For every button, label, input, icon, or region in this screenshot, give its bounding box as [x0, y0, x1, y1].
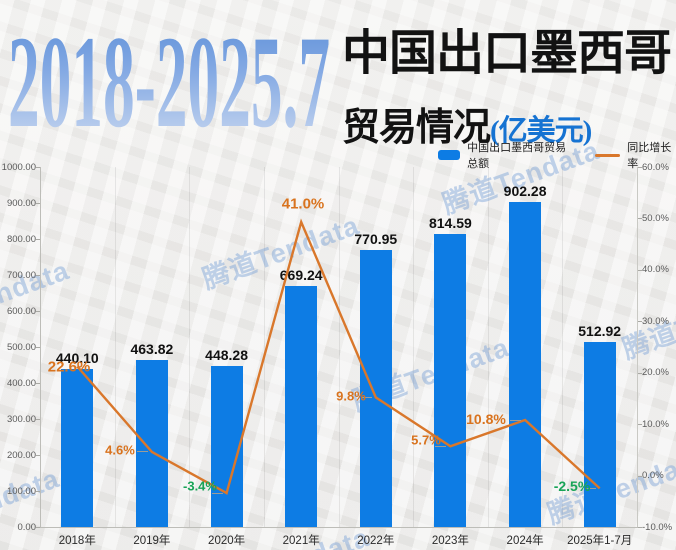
- y-axis-label-left: 600.00: [6, 305, 36, 317]
- y-axis-label-right: 60.0%: [642, 161, 669, 173]
- y-tick-left: [36, 383, 40, 384]
- y-tick-left: [36, 419, 40, 420]
- growth-label: -3.4%: [183, 478, 217, 494]
- bar: [135, 360, 168, 527]
- y-tick-right: [638, 269, 642, 271]
- y-axis-label-left: 500.00: [6, 341, 36, 353]
- bar: [285, 286, 318, 527]
- legend-line-swatch-icon[interactable]: [595, 153, 621, 157]
- y-tick-left: [36, 527, 40, 528]
- y-axis-label-left: 900.00: [6, 197, 36, 209]
- bar-value-label: 770.95: [354, 230, 398, 247]
- x-axis-label: 2023年: [431, 535, 469, 547]
- growth-label: 4.6%: [105, 442, 135, 458]
- watermark: 腾道Tendata: [0, 255, 74, 340]
- label-connector: [136, 451, 148, 453]
- y-tick-right: [638, 475, 642, 477]
- x-axis-label: 2024年: [506, 535, 544, 547]
- legend-bar-swatch-icon[interactable]: [438, 150, 461, 160]
- bar: [434, 233, 467, 527]
- y-axis-label-right: 50.0%: [642, 212, 669, 224]
- y-axis-label-left: 800.00: [6, 233, 36, 245]
- y-tick-right: [638, 321, 642, 323]
- legend-bar-label[interactable]: 中国出口墨西哥贸易总额: [467, 142, 567, 170]
- y-axis-label-left: 200.00: [6, 449, 36, 461]
- bar-value-label: 814.59: [428, 214, 472, 231]
- chart-legend: 中国出口墨西哥贸易总额 同比增长率: [438, 139, 676, 171]
- y-tick-left: [36, 167, 40, 168]
- y-axis-label-left: 700.00: [6, 269, 36, 281]
- bar-value-label: 512.92: [578, 323, 622, 340]
- bar: [61, 368, 94, 527]
- x-axis-label: 2018年: [58, 535, 96, 547]
- y-tick-left: [36, 491, 40, 492]
- y-axis-label-right: 20.0%: [642, 367, 669, 379]
- gridline: [562, 167, 564, 527]
- growth-label: -2.5%: [553, 478, 591, 494]
- y-axis-label-right: 30.0%: [642, 315, 669, 327]
- y-tick-right: [638, 372, 642, 374]
- x-axis-label: 2022年: [357, 535, 395, 547]
- y-axis-label-right: -10.0%: [642, 521, 673, 533]
- page-subtitle: 贸易情况(亿美元): [342, 96, 592, 151]
- y-tick-left: [36, 347, 40, 348]
- label-connector: [510, 419, 522, 421]
- x-axis-label: 2025年1-7月: [567, 535, 633, 547]
- bar: [210, 365, 243, 527]
- growth-label: 41.0%: [281, 195, 325, 213]
- y-axis-label-right: 40.0%: [642, 264, 669, 276]
- page-title: 中国出口墨西哥: [342, 27, 672, 80]
- y-tick-left: [36, 311, 40, 312]
- x-axis-label: 2020年: [208, 535, 246, 547]
- y-tick-right: [638, 424, 642, 426]
- y-axis-right: [637, 167, 638, 527]
- bar-value-label: 448.28: [205, 346, 248, 363]
- y-axis-label-left: 0.00: [17, 521, 37, 533]
- subtitle-unit: (亿美元): [490, 115, 592, 147]
- bar: [509, 202, 542, 527]
- title-year-range: 2018-2025.7: [8, 8, 331, 155]
- y-tick-left: [36, 239, 40, 240]
- legend-line-label[interactable]: 同比增长率: [627, 142, 672, 170]
- gridline: [338, 167, 340, 527]
- y-tick-right: [638, 167, 642, 168]
- y-axis-label-left: 100.00: [6, 485, 36, 497]
- bar-value-label: 902.28: [503, 183, 547, 200]
- y-tick-left: [36, 455, 40, 456]
- x-axis-label: 2021年: [282, 535, 320, 547]
- x-axis-label: 2019年: [133, 535, 171, 547]
- growth-label: 22.6%: [47, 358, 91, 376]
- y-tick-right: [638, 218, 642, 220]
- y-axis-label-left: 300.00: [6, 413, 36, 425]
- y-axis-label-right: 0.0%: [642, 470, 664, 482]
- y-axis-label-left: 400.00: [6, 377, 36, 389]
- bar-value-label: 669.24: [279, 267, 323, 284]
- bar: [583, 342, 616, 527]
- x-axis: [40, 527, 638, 528]
- subtitle-text: 贸易情况: [342, 107, 491, 149]
- y-axis-label-right: 10.0%: [642, 418, 669, 430]
- y-tick-left: [36, 203, 40, 204]
- growth-label: 10.8%: [466, 411, 506, 427]
- growth-label: 5.7%: [411, 432, 441, 448]
- y-tick-left: [36, 275, 40, 276]
- y-tick-right: [638, 527, 642, 528]
- y-axis-left: [40, 167, 41, 527]
- growth-label: 9.8%: [336, 388, 366, 404]
- y-axis-label-left: 1000.00: [1, 161, 36, 173]
